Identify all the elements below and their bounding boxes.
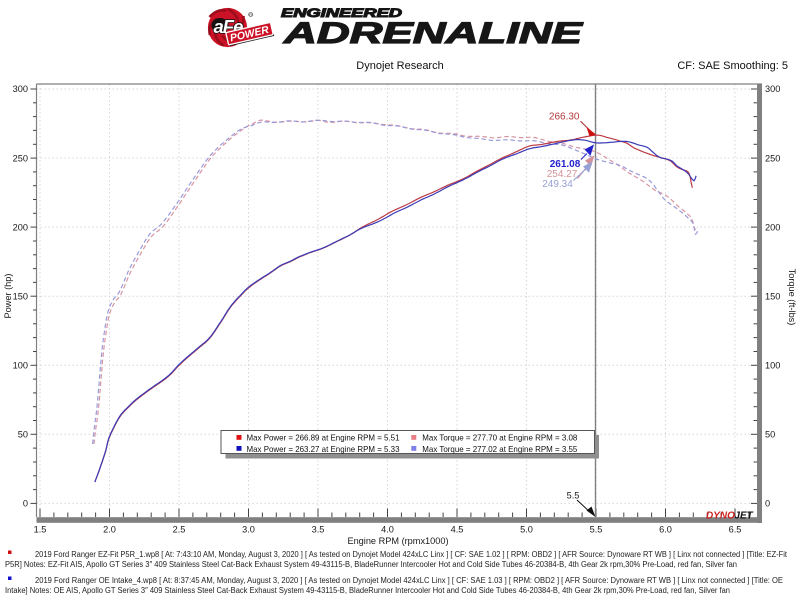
svg-text:150: 150 — [13, 291, 28, 301]
svg-text:200: 200 — [765, 222, 780, 232]
svg-text:5.5: 5.5 — [567, 491, 580, 501]
svg-text:50: 50 — [18, 430, 28, 440]
svg-text:2.5: 2.5 — [173, 525, 186, 535]
svg-text:Max Torque = 277.70 at Engi: Max Torque = 277.70 at Engine RPM = 3.08 — [422, 433, 577, 443]
svg-text:Dynojet Research: Dynojet Research — [356, 60, 443, 72]
svg-text:0: 0 — [765, 499, 770, 509]
svg-text:4.5: 4.5 — [451, 525, 464, 535]
svg-text:1.5: 1.5 — [34, 525, 47, 535]
svg-text:R: R — [249, 12, 252, 17]
svg-text:CF: SAE Smoothing: 5: CF: SAE Smoothing: 5 — [677, 60, 788, 72]
svg-text:ENGINEERED: ENGINEERED — [281, 6, 402, 20]
svg-text:Power (hp): Power (hp) — [3, 274, 13, 319]
svg-text:Torque (ft-lbs): Torque (ft-lbs) — [787, 269, 797, 326]
svg-text:250: 250 — [765, 153, 780, 163]
svg-text:50: 50 — [765, 430, 775, 440]
svg-text:4.0: 4.0 — [381, 525, 394, 535]
svg-text:6.5: 6.5 — [729, 525, 742, 535]
svg-text:2.0: 2.0 — [103, 525, 116, 535]
svg-text:6.0: 6.0 — [659, 525, 672, 535]
svg-text:100: 100 — [765, 361, 780, 371]
svg-text:Max Power = 266.89 at Engin: Max Power = 266.89 at Engine RPM = 5.51 — [247, 433, 400, 443]
svg-text:100: 100 — [13, 361, 28, 371]
svg-text:300: 300 — [765, 84, 780, 94]
svg-text:249.34: 249.34 — [542, 179, 573, 190]
svg-text:261.08: 261.08 — [550, 159, 581, 170]
svg-text:Engine RPM (rpmx1000): Engine RPM (rpmx1000) — [347, 536, 448, 546]
svg-text:0: 0 — [23, 499, 28, 509]
svg-text:250: 250 — [13, 153, 28, 163]
svg-text:150: 150 — [765, 291, 780, 301]
svg-text:ADRENALINE: ADRENALINE — [282, 17, 583, 50]
svg-text:Max Power = 263.27 at Engin: Max Power = 263.27 at Engine RPM = 5.33 — [247, 444, 400, 454]
svg-text:266.30: 266.30 — [549, 111, 580, 122]
svg-text:5.5: 5.5 — [590, 525, 603, 535]
svg-text:5.0: 5.0 — [520, 525, 533, 535]
svg-text:3.0: 3.0 — [242, 525, 255, 535]
svg-text:2019 Ford Ranger EZ-Fit P5R_1.: 2019 Ford Ranger EZ-Fit P5R_1.wp8 [ At: … — [35, 550, 788, 559]
svg-text:2019 Ford Ranger OE Intake_4.w: 2019 Ford Ranger OE Intake_4.wp8 [ At: 8… — [35, 576, 783, 585]
svg-text:Intake] Notes: OE AIS, Apollo: Intake] Notes: OE AIS, Apollo GT Series … — [5, 586, 730, 595]
svg-text:Max Torque = 277.02 at Engi: Max Torque = 277.02 at Engine RPM = 3.55 — [422, 444, 577, 454]
svg-text:300: 300 — [13, 84, 28, 94]
svg-text:DYNOJET: DYNOJET — [706, 511, 754, 522]
svg-text:P5R] Notes: EZ-Fit AIS, Apol: P5R] Notes: EZ-Fit AIS, Apollo GT Series… — [5, 560, 737, 569]
svg-text:3.5: 3.5 — [312, 525, 325, 535]
svg-text:200: 200 — [13, 222, 28, 232]
svg-text:254.27: 254.27 — [547, 169, 578, 180]
